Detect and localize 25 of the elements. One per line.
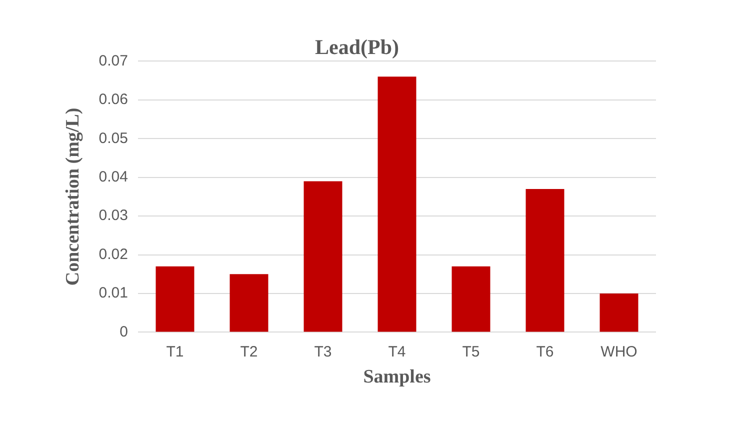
y-tick-label: 0.06 — [98, 91, 128, 108]
bar — [600, 293, 638, 332]
x-tick-label: T1 — [166, 343, 184, 360]
y-tick-label: 0.01 — [98, 284, 128, 302]
x-tick-label: T5 — [462, 343, 480, 360]
bar — [378, 76, 416, 332]
bar — [230, 274, 268, 332]
bar — [304, 181, 342, 332]
x-tick-label: T2 — [240, 343, 258, 360]
bar — [526, 188, 564, 332]
x-tick-label: T6 — [536, 343, 554, 360]
y-tick-label: 0.03 — [98, 207, 128, 224]
y-tick-label: 0.05 — [98, 130, 128, 147]
x-tick-label: WHO — [600, 343, 638, 360]
bar — [156, 266, 194, 332]
y-tick-label: 0.04 — [98, 168, 128, 186]
y-axis-title: Concentration (mg/L) — [62, 108, 84, 286]
x-axis-title: Samples — [363, 366, 431, 388]
x-tick-label: T3 — [314, 343, 332, 360]
x-tick-label: T4 — [388, 343, 406, 360]
y-tick-label: 0 — [120, 323, 128, 340]
y-tick-label: 0.07 — [98, 52, 128, 70]
y-tick-label: 0.02 — [98, 246, 128, 263]
bar — [452, 266, 490, 332]
chart-title: Lead(Pb) — [315, 35, 400, 60]
